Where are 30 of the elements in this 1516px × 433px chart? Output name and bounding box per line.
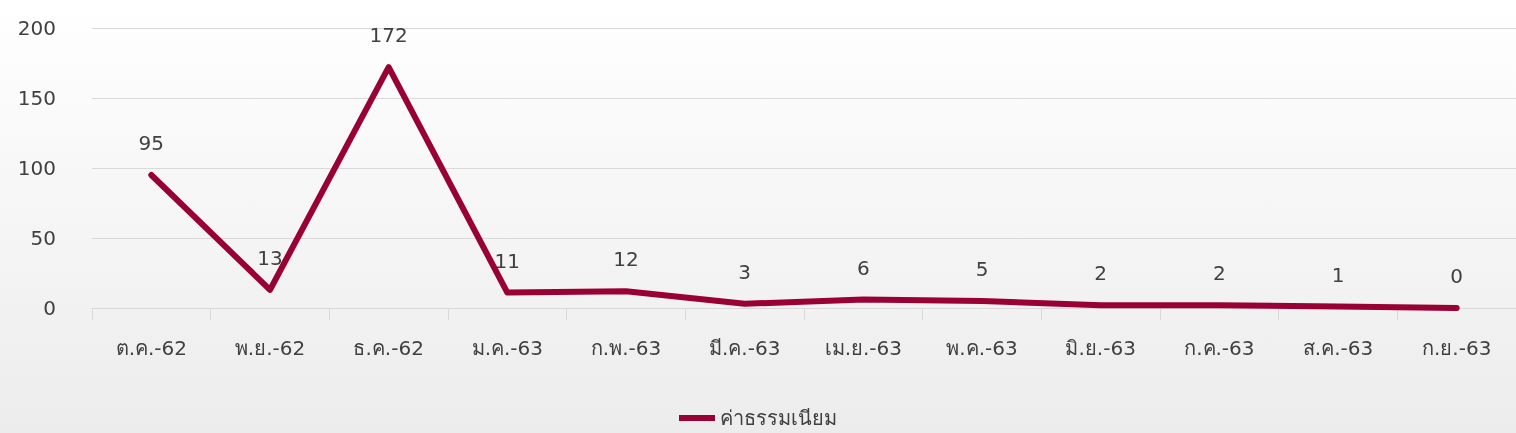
- data-label: 2: [1094, 261, 1108, 286]
- x-tick-label: พ.ย.-62: [234, 336, 306, 360]
- x-tick-label: ก.พ.-63: [590, 336, 662, 360]
- x-tick-label: มี.ค.-63: [708, 336, 781, 360]
- data-label: 6: [856, 255, 870, 280]
- legend-label: ค่าธรรมเนียม: [720, 406, 837, 430]
- y-tick-label: 150: [17, 86, 56, 110]
- data-label: 5: [975, 257, 989, 281]
- y-tick-label: 0: [43, 296, 56, 320]
- x-tick-label: ธ.ค.-62: [353, 336, 424, 360]
- x-tick-label: พ.ค.-63: [946, 336, 1018, 360]
- x-tick-label: ก.ค.-63: [1184, 336, 1255, 360]
- data-label: 11: [494, 248, 521, 273]
- y-tick-label: 50: [30, 226, 56, 250]
- x-tick-label: มิ.ย.-63: [1065, 336, 1136, 360]
- y-tick-label: 100: [17, 156, 56, 180]
- data-label: 1: [1331, 262, 1345, 287]
- data-label: 2: [1212, 261, 1226, 286]
- data-label: 12: [613, 247, 639, 272]
- data-label: 95: [138, 131, 165, 155]
- y-tick-label: 200: [17, 16, 56, 40]
- x-tick-label: ก.ย.-63: [1421, 336, 1492, 360]
- x-tick-label: ส.ค.-63: [1302, 336, 1374, 360]
- data-label: 0: [1450, 264, 1464, 288]
- data-label: 13: [257, 245, 283, 270]
- x-tick-label: ต.ค.-62: [115, 336, 188, 360]
- data-label: 172: [369, 23, 408, 48]
- data-label: 3: [738, 259, 752, 284]
- x-tick-label: ม.ค.-63: [471, 336, 544, 360]
- x-tick-label: เม.ย.-63: [824, 336, 903, 360]
